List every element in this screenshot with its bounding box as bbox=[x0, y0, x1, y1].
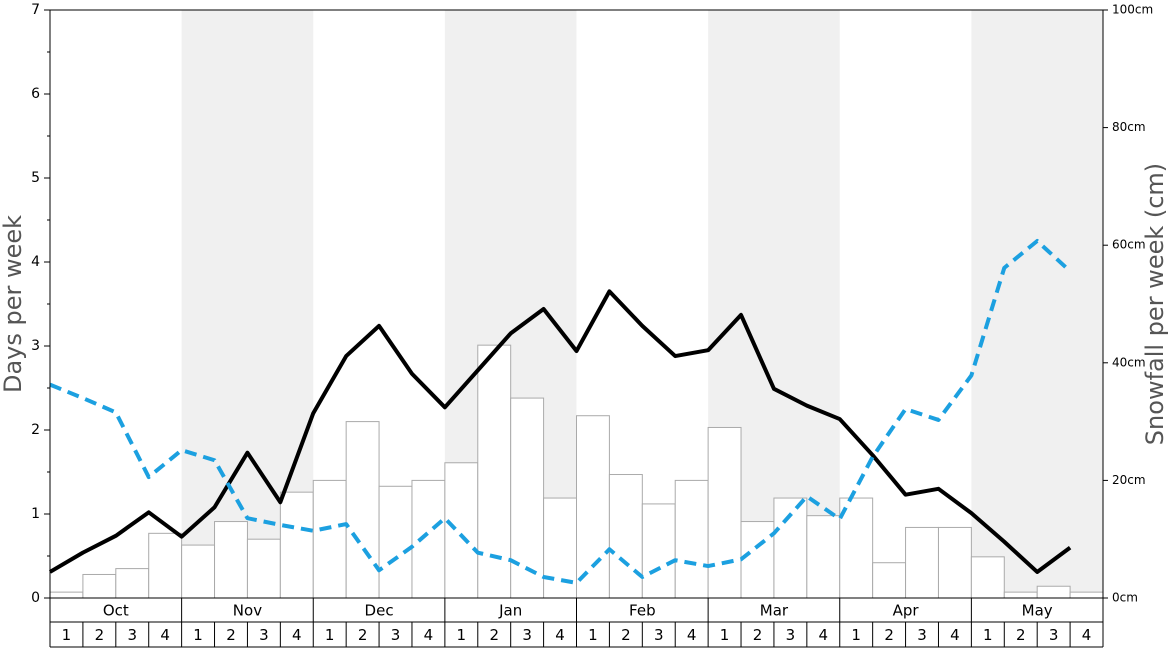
month-label: Oct bbox=[103, 602, 129, 620]
week-label: 4 bbox=[292, 626, 302, 644]
month-label: Dec bbox=[365, 602, 394, 620]
week-label: 3 bbox=[1049, 626, 1059, 644]
week-label: 2 bbox=[884, 626, 894, 644]
month-label: Apr bbox=[893, 602, 920, 620]
week-label: 2 bbox=[358, 626, 368, 644]
bar bbox=[970, 556, 1005, 599]
bar bbox=[1003, 591, 1038, 599]
y-tick-label: 2 bbox=[31, 422, 40, 438]
week-label: 3 bbox=[127, 626, 137, 644]
week-label: 1 bbox=[193, 626, 203, 644]
y-tick-label: 5 bbox=[31, 170, 40, 186]
week-label: 4 bbox=[687, 626, 697, 644]
month-band bbox=[971, 10, 1103, 598]
week-label: 1 bbox=[720, 626, 730, 644]
y-tick-label: 0 bbox=[31, 590, 40, 606]
bar bbox=[82, 573, 117, 599]
bar bbox=[905, 526, 939, 599]
y-tick-label: 6 bbox=[31, 86, 40, 102]
week-label: 2 bbox=[489, 626, 499, 644]
y-tick-label: 4 bbox=[31, 254, 40, 270]
bar bbox=[49, 591, 84, 599]
week-label: 1 bbox=[325, 626, 335, 644]
week-label: 1 bbox=[457, 626, 467, 644]
y2-tick-label: 0cm bbox=[1112, 591, 1138, 605]
bar bbox=[148, 532, 183, 599]
bar bbox=[806, 515, 841, 599]
month-label: Feb bbox=[629, 602, 656, 620]
bar bbox=[181, 544, 216, 599]
week-label: 3 bbox=[917, 626, 927, 644]
y2-tick-label: 20cm bbox=[1112, 473, 1146, 487]
week-label: 2 bbox=[226, 626, 236, 644]
y-axis-title: Days per week bbox=[0, 215, 27, 393]
week-label: 2 bbox=[1016, 626, 1026, 644]
month-label: Jan bbox=[498, 602, 522, 620]
y-tick-label: 7 bbox=[31, 2, 40, 18]
week-label: 3 bbox=[522, 626, 532, 644]
bar bbox=[740, 521, 775, 599]
y2-tick-label: 40cm bbox=[1112, 355, 1146, 369]
bar bbox=[872, 562, 907, 599]
week-label: 2 bbox=[95, 626, 105, 644]
week-label: 3 bbox=[391, 626, 401, 644]
week-label: 4 bbox=[1082, 626, 1092, 644]
y2-tick-label: 100cm bbox=[1112, 3, 1153, 17]
y2-tick-label: 60cm bbox=[1112, 238, 1146, 252]
bar bbox=[444, 462, 479, 599]
month-label: May bbox=[1022, 602, 1053, 620]
week-label: 4 bbox=[424, 626, 434, 644]
y2-tick-label: 80cm bbox=[1112, 120, 1146, 134]
bar bbox=[937, 526, 972, 599]
week-label: 4 bbox=[160, 626, 170, 644]
bar bbox=[115, 568, 150, 599]
bar bbox=[411, 479, 446, 599]
week-label: 2 bbox=[621, 626, 631, 644]
bar bbox=[576, 415, 610, 599]
week-label: 4 bbox=[555, 626, 565, 644]
bar bbox=[246, 538, 281, 599]
week-label: 1 bbox=[62, 626, 72, 644]
month-label: Mar bbox=[760, 602, 789, 620]
week-label: 4 bbox=[819, 626, 829, 644]
week-label: 1 bbox=[983, 626, 993, 644]
week-label: 1 bbox=[851, 626, 861, 644]
y-tick-label: 3 bbox=[31, 338, 40, 354]
bar bbox=[1069, 591, 1104, 599]
bar bbox=[214, 521, 248, 599]
month-label: Nov bbox=[233, 602, 262, 620]
week-label: 1 bbox=[588, 626, 598, 644]
bar bbox=[279, 491, 314, 599]
line bbox=[48, 289, 1072, 574]
week-label: 3 bbox=[654, 626, 664, 644]
week-label: 2 bbox=[753, 626, 763, 644]
bar bbox=[641, 503, 676, 599]
bar bbox=[674, 479, 709, 599]
week-label: 3 bbox=[786, 626, 796, 644]
bar bbox=[378, 485, 413, 599]
bar bbox=[608, 474, 643, 599]
bar bbox=[707, 426, 742, 599]
bar bbox=[312, 479, 347, 599]
week-label: 3 bbox=[259, 626, 269, 644]
y-tick-label: 1 bbox=[31, 506, 40, 522]
bar bbox=[345, 421, 380, 599]
week-label: 4 bbox=[950, 626, 960, 644]
bar bbox=[1036, 585, 1071, 599]
y2-axis-title: Snowfall per week (cm) bbox=[1141, 163, 1168, 445]
bar bbox=[477, 344, 512, 599]
dashed-line bbox=[49, 239, 1072, 585]
